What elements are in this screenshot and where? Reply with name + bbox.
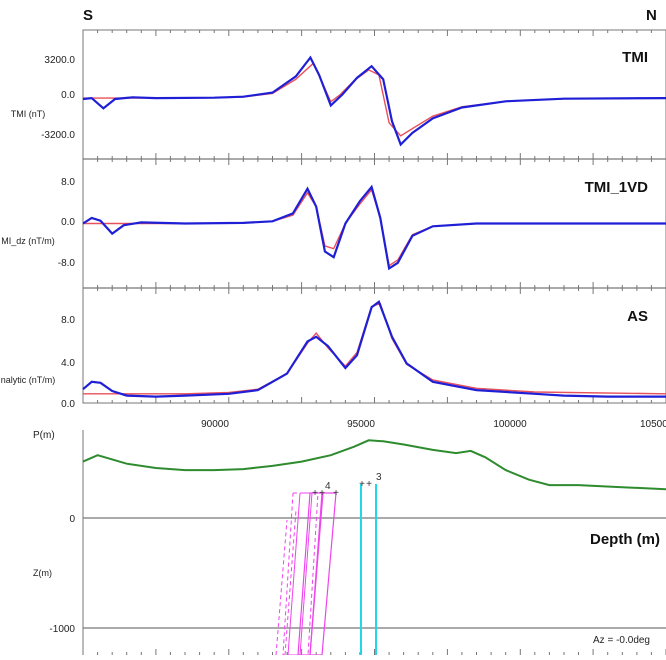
svg-text:+: + <box>359 479 365 490</box>
x-tick-label: 10500 <box>640 419 666 430</box>
model-body-outline <box>275 519 288 656</box>
tmi-ticks <box>82 30 666 159</box>
svg-text:+: + <box>319 488 325 499</box>
svg-text:+: + <box>366 479 372 490</box>
tmi-ytick-label: -3200.0 <box>41 130 75 141</box>
tmi-1vd-ticks <box>82 159 666 288</box>
as-calculated-series <box>83 302 666 395</box>
tmi-1vd-ytick-label: 0.0 <box>61 217 75 228</box>
tmi-ytick-label: 0.0 <box>61 90 75 101</box>
profile-panels-frame <box>82 29 666 404</box>
as-ticks <box>82 288 666 403</box>
x-tick-label: 100000 <box>493 419 527 430</box>
azimuth-annotation: Az = -0.0deg <box>593 635 650 646</box>
tmi-1vd-observed-series <box>82 184 666 271</box>
model-body-outline <box>282 492 319 656</box>
model-ticks <box>82 649 666 655</box>
south-label: S <box>83 7 93 24</box>
as-y-axis-label: nalytic (nT/m) <box>1 375 56 385</box>
tmi-observed-series <box>82 55 666 147</box>
svg-text:+: + <box>312 488 318 499</box>
topography-series <box>82 439 666 491</box>
model-body-outline <box>284 509 297 656</box>
body-label-4: 4 <box>325 481 331 492</box>
tmi-ytick-label: 3200.0 <box>44 55 75 66</box>
as-ytick-label: 4.0 <box>61 358 75 369</box>
tmi-1vd-ytick-label: -8.0 <box>58 258 76 269</box>
as-observed-series <box>82 300 666 398</box>
as-ytick-label: 0.0 <box>61 399 75 410</box>
p-axis-label: P(m) <box>33 430 55 441</box>
tmi-panel-title: TMI <box>622 49 648 66</box>
body-label-3: 3 <box>376 472 382 483</box>
tmi-1vd-panel-title: TMI_1VD <box>585 179 649 196</box>
depth-panel-title: Depth (m) <box>590 531 660 548</box>
x-tick-label: 95000 <box>347 419 375 430</box>
magenta-model-bodies <box>275 492 337 656</box>
z-axis-label: Z(m) <box>33 568 52 578</box>
depth-ytick-label: -1000 <box>49 624 75 635</box>
x-tick-label: 90000 <box>201 419 229 430</box>
as-ytick-label: 8.0 <box>61 315 75 326</box>
as-panel-title: AS <box>627 308 648 325</box>
tmi-1vd-ytick-label: 8.0 <box>61 177 75 188</box>
depth-ytick-label: 0 <box>69 514 75 525</box>
body-vertex-markers: + + + + + <box>312 479 372 499</box>
tmi-1vd-y-axis-label: MI_dz (nT/m) <box>1 236 55 246</box>
cyan-model-bodies <box>360 484 377 655</box>
tmi-y-axis-label: TMI (nT) <box>11 109 46 119</box>
north-label: N <box>646 7 657 24</box>
model-body-outline <box>309 492 337 656</box>
svg-text:+: + <box>333 488 339 499</box>
